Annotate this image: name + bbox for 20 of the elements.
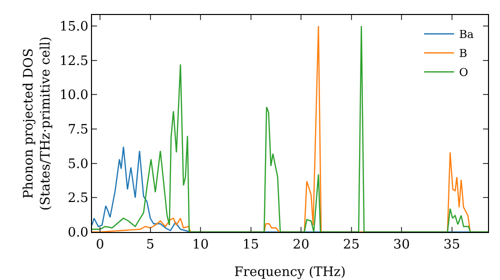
y-axis-title: Phonon projected DOS (States/THz·primitive cell)	[21, 36, 54, 211]
x-tick-label: 25	[343, 238, 360, 253]
y-tick-label: 7.5	[68, 122, 88, 138]
x-tick-label: 15	[242, 238, 260, 253]
y-tick-label: 0.0	[68, 226, 88, 241]
y-tick-label: 10.0	[59, 88, 88, 104]
x-tick-label: 20	[292, 238, 310, 253]
x-tick-label: 0	[96, 238, 104, 253]
y-tick-label: 5.0	[68, 156, 88, 172]
y-tick-label: 2.5	[68, 191, 88, 206]
x-axis-title: Frequency (THz)	[234, 265, 346, 280]
x-tick-label: 30	[393, 238, 410, 253]
x-tick-label: 35	[444, 238, 460, 253]
legend-label: Ba	[459, 28, 474, 42]
legend-label: B	[459, 47, 468, 60]
y-tick-label: 15.0	[59, 20, 88, 35]
legend-label: O	[459, 66, 468, 80]
x-tick-label: 5	[146, 238, 154, 253]
y-tick-label: 12.5	[59, 54, 88, 69]
x-tick-label: 10	[192, 238, 209, 253]
